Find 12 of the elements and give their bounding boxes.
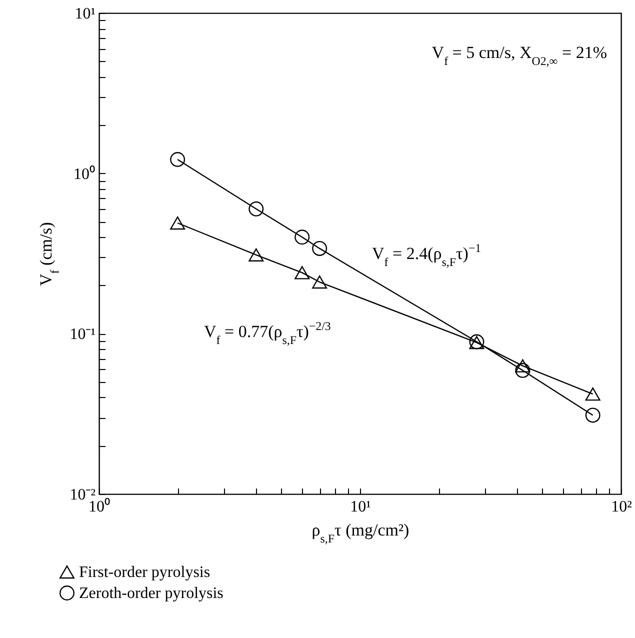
legend-label: Zeroth-order pyrolysis bbox=[79, 585, 224, 602]
x-tick-label: 10⁰ bbox=[88, 498, 110, 516]
y-tick-label: 10¹ bbox=[74, 6, 96, 22]
legend-label: First-order pyrolysis bbox=[79, 564, 210, 581]
x-tick-label: 10¹ bbox=[350, 498, 372, 516]
y-tick-label: 10⁰ bbox=[74, 164, 96, 183]
x-axis-title: ρ$_{s,F}$τ (mg/cm²) bbox=[312, 520, 410, 546]
annotation: V$_{f}$ = 2.4(ρ$_{s,F}$τ)$^{−1}$ bbox=[372, 241, 482, 269]
x-tick-label: 10² bbox=[611, 498, 632, 516]
y-tick-label: 10⁻¹ bbox=[70, 326, 96, 344]
annotation: V$_{f}$ = 5 cm/s, X$_{O2,∞}$ = 21% bbox=[432, 43, 607, 68]
annotation: V$_{f}$ = 0.77(ρ$_{s,F}$τ)$^{−2/3}$ bbox=[204, 319, 331, 347]
